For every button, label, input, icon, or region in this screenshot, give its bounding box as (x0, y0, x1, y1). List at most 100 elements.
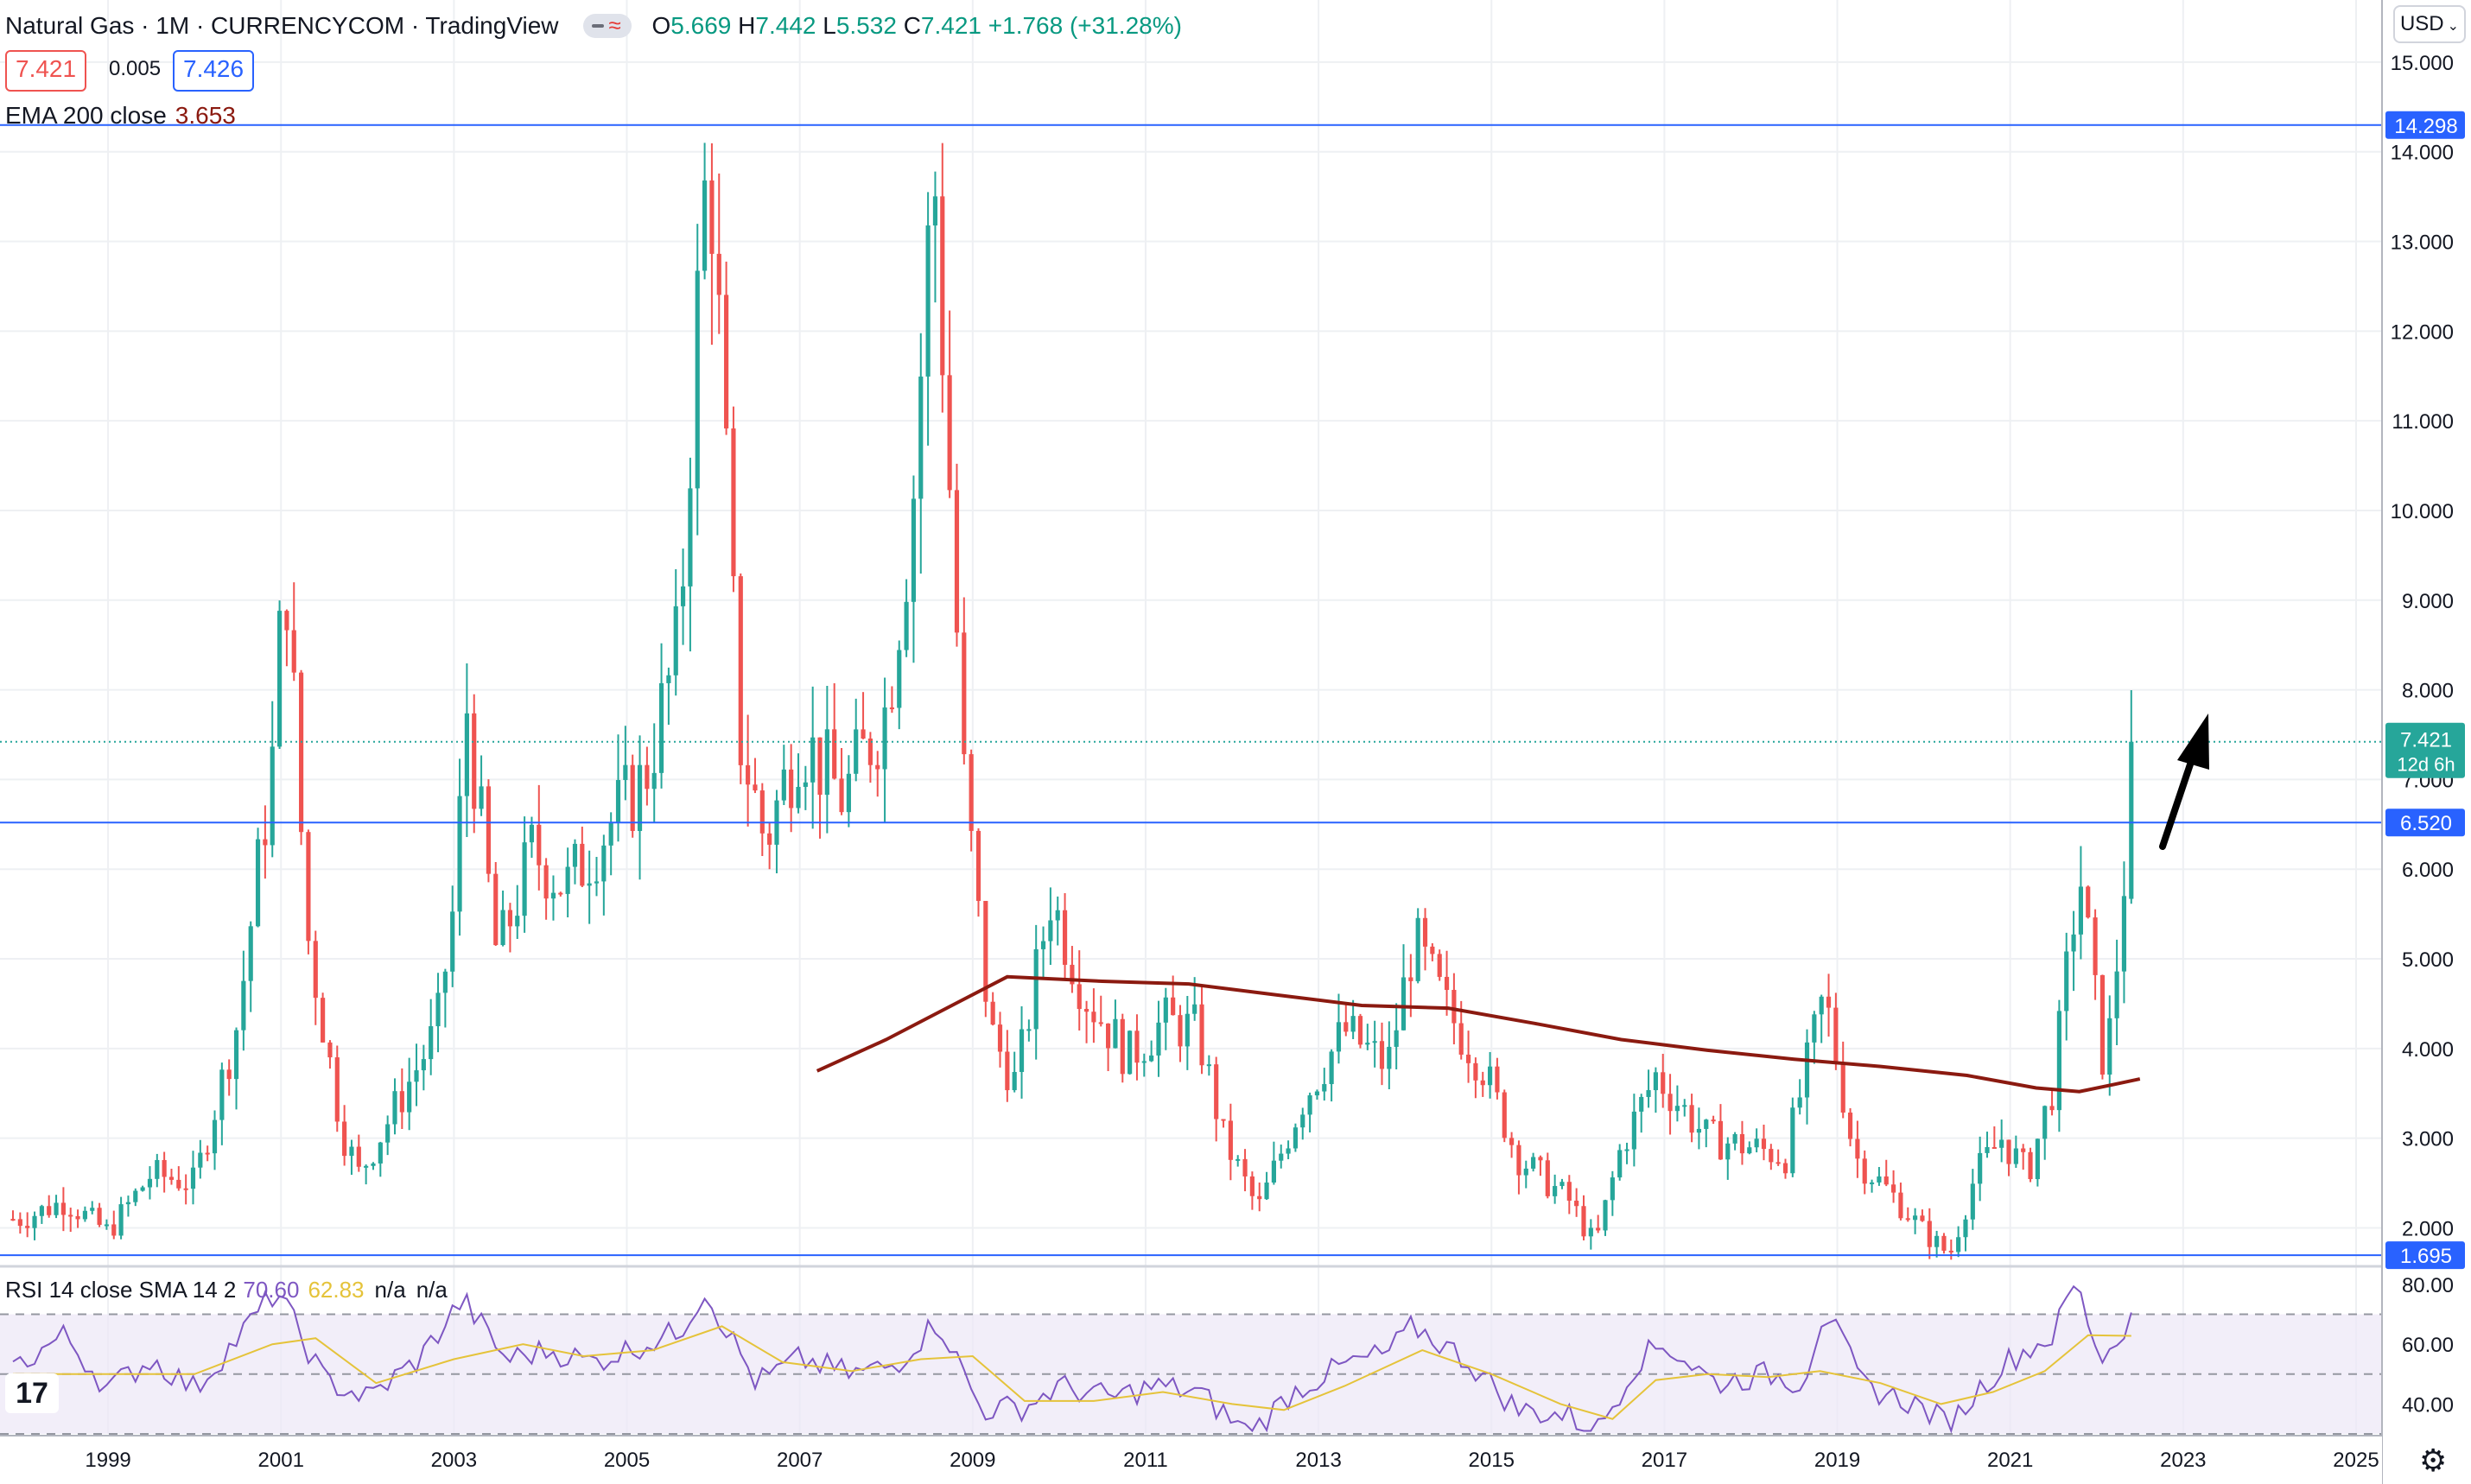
candle-body (1228, 1120, 1233, 1160)
y-tick-label: 9.000 (2402, 590, 2454, 613)
candle-body (537, 824, 542, 866)
candle-body (1898, 1192, 1903, 1219)
up-arrow-annotation[interactable] (2159, 713, 2209, 850)
candle-body (867, 739, 873, 765)
sell-price-box[interactable]: 7.421 (5, 50, 87, 92)
candle-body (1171, 997, 1176, 1016)
candle-body (1769, 1149, 1774, 1163)
candle-body (1465, 1054, 1471, 1063)
gear-icon[interactable]: ⚙ (2419, 1443, 2448, 1478)
candle-body (1696, 1128, 1702, 1133)
legend-toggle-icon[interactable]: ≈ (582, 12, 632, 38)
candle-body (2078, 886, 2083, 935)
candle-body (990, 1001, 995, 1025)
candle-body (219, 1069, 225, 1120)
candle-body (47, 1206, 52, 1215)
candle-body (97, 1208, 102, 1225)
candle-body (1149, 1055, 1154, 1062)
candle-body (75, 1215, 80, 1220)
candle-body (1847, 1113, 1853, 1139)
rsi-line (12, 1284, 2132, 1434)
candle-body (1559, 1182, 1565, 1187)
candle-body (1156, 1022, 1161, 1056)
candle-body (1833, 1007, 1839, 1064)
candle-body (529, 824, 535, 843)
candle-body (1502, 1092, 1507, 1138)
y-tick-label: 6.000 (2402, 859, 2454, 882)
candle-body (205, 1152, 210, 1155)
candle-body (111, 1224, 117, 1236)
candle-body (695, 270, 700, 489)
candle-body (975, 830, 981, 901)
candle-body (810, 737, 816, 783)
candle-body (1286, 1148, 1291, 1154)
spread-value: 0.005 (109, 57, 162, 80)
last-price-text: 7.421 (2400, 729, 2452, 752)
candle-body (1905, 1218, 1910, 1221)
candle-body (1927, 1221, 1932, 1247)
candle-body (241, 980, 246, 1031)
candle-body (1365, 1043, 1370, 1045)
candle-body (168, 1176, 175, 1180)
candle-body (133, 1190, 138, 1202)
candle-body (2042, 1106, 2048, 1139)
candle-body (1091, 1012, 1096, 1023)
candle-body (356, 1146, 361, 1167)
candle-body (1639, 1096, 1644, 1112)
arrow-shaft (2159, 748, 2198, 850)
candle-body (918, 376, 924, 499)
candle-body (1775, 1162, 1781, 1164)
buy-price-box[interactable]: 7.426 (173, 50, 255, 92)
candle-body (1661, 1072, 1666, 1094)
candle-body (1624, 1149, 1629, 1151)
candle-body (1005, 1051, 1010, 1091)
candle-body (1819, 996, 1824, 1015)
symbol-title[interactable]: Natural Gas · 1M · CURRENCYCOM · Trading… (5, 12, 559, 39)
candle-body (1985, 1146, 1990, 1153)
candle-body (882, 707, 887, 770)
candle-body (1236, 1158, 1241, 1161)
candle-body (940, 196, 945, 376)
candle-body (1040, 941, 1046, 949)
candle-body (753, 784, 758, 791)
rsi-legend[interactable]: RSI 14 close SMA 14 2 70.60 62.83 n/a n/a (5, 1277, 448, 1303)
candle-body (601, 845, 607, 882)
candle-body (608, 822, 613, 846)
candle-body (104, 1224, 110, 1227)
candle-body (1249, 1176, 1255, 1196)
currency-dropdown[interactable]: USD ⌄ (2393, 5, 2466, 43)
candle-body (2071, 934, 2076, 952)
chart-header: Natural Gas · 1M · CURRENCYCOM · Trading… (5, 7, 1182, 45)
candle-body (1711, 1119, 1716, 1122)
countdown-text: 12d 6h (2397, 754, 2455, 776)
x-tick-label: 2001 (258, 1449, 304, 1472)
candle-body (457, 796, 462, 912)
y-tick-label: 10.000 (2391, 500, 2454, 523)
candle-body (2035, 1138, 2040, 1180)
candle-body (1862, 1158, 1867, 1184)
candle-body (1343, 1022, 1349, 1032)
candle-body (1754, 1138, 1759, 1148)
candle-body (1891, 1184, 1896, 1193)
candle-body (342, 1121, 347, 1157)
candle-body (1804, 1042, 1810, 1098)
candle-body (522, 842, 527, 916)
tradingview-logo[interactable]: 17 (5, 1373, 59, 1413)
candle-body (392, 1091, 397, 1125)
candle-body (378, 1142, 383, 1164)
candle-body (155, 1159, 160, 1179)
time-axis-bg (0, 1436, 2382, 1484)
horizontal-lines[interactable] (0, 124, 2382, 1257)
candle-body (565, 866, 570, 894)
ema-legend[interactable]: EMA 200 close 3.653 (5, 102, 236, 130)
candle-body (1178, 1015, 1183, 1047)
x-tick-label: 2021 (1987, 1449, 2033, 1472)
candle-body (1012, 1072, 1017, 1091)
candle-body (1134, 1031, 1140, 1063)
candle-body (39, 1206, 44, 1216)
candle-body (846, 773, 851, 813)
candle-body (932, 196, 938, 226)
candle-body (1033, 948, 1039, 1030)
